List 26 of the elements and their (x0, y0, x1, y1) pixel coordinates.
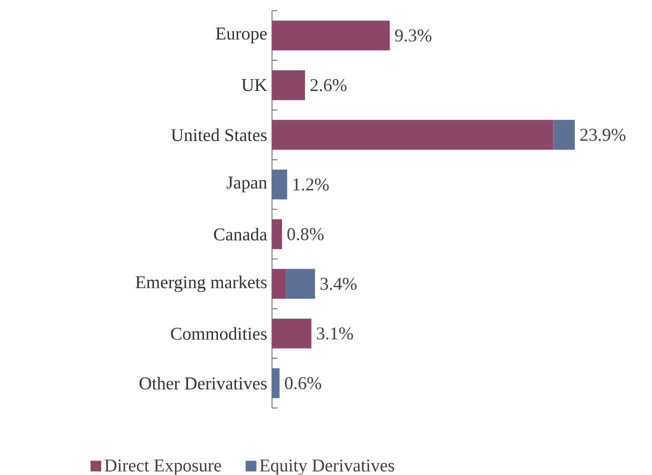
bar (286, 269, 315, 299)
y-tick-label: Japan (226, 176, 268, 192)
bar (272, 318, 312, 349)
bar (272, 269, 286, 299)
y-tick-label: Canada (214, 228, 268, 241)
y-tick-label: Europe (216, 28, 267, 44)
annotation: 0.8% (287, 228, 324, 240)
annotation: 23.9% (580, 128, 626, 142)
y-tick-label: Commodities (171, 327, 267, 340)
bar (272, 70, 306, 100)
y-tick-label: Emerging markets (136, 276, 267, 292)
bar (553, 120, 575, 150)
annotation: 9.3% (395, 30, 432, 42)
y-tick-label: UK (242, 79, 268, 92)
bar (272, 20, 390, 51)
annotation: 0.6% (284, 377, 322, 390)
annotation: 1.2% (293, 178, 329, 191)
y-tick-label: Other Derivatives (140, 377, 267, 390)
bar (272, 170, 288, 200)
annotation: 3.1% (316, 328, 353, 340)
bar (272, 219, 282, 250)
bar (272, 368, 280, 398)
annotation: 2.6% (310, 79, 347, 92)
annotation: 3.4% (320, 278, 357, 290)
y-tick-label: United States (171, 128, 267, 142)
bar (272, 120, 554, 150)
